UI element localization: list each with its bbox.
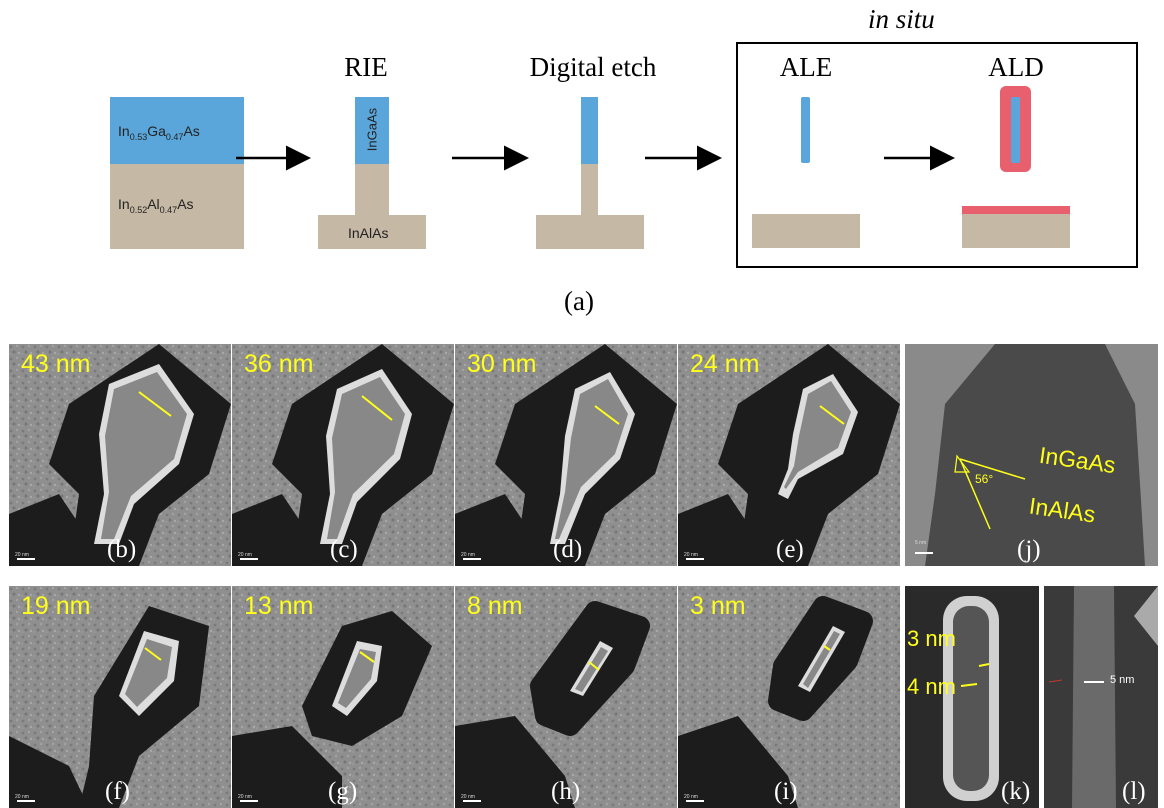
panel-d-size-label: 30 nm (467, 350, 537, 378)
panel-c-letter: (c) (330, 536, 358, 563)
tem-panel-h: 8 nm 20 nm (h) (455, 586, 677, 808)
panel-k-label-top: 3 nm (907, 626, 956, 651)
in-situ-label: in situ (868, 4, 935, 34)
inalas-layer (110, 164, 244, 249)
panel-c-scale-text: 20 nm (238, 552, 252, 558)
panel-f-letter: (f) (105, 778, 130, 805)
panel-h-scale-text: 20 nm (461, 794, 475, 800)
tem-panel-j: InGaAs InAlAs 56° 5 nm (j) (905, 344, 1158, 566)
panel-c-scale-bar (240, 558, 258, 560)
panel-d-scale-text: 20 nm (461, 552, 475, 558)
panel-f-size-label: 19 nm (21, 592, 91, 620)
inalas-layer-label: In0.52Al0.47As (118, 196, 194, 215)
step-label-digital-etch: Digital etch (529, 52, 657, 82)
panel-b-scale-bar (17, 558, 35, 560)
tem-panel-f: 19 nm 20 nm (f) (9, 586, 231, 808)
tem-panel-g: 13 nm 20 nm (g) (232, 586, 454, 808)
rie-fin-label: InGaAs (364, 107, 380, 152)
ale-base (752, 214, 860, 248)
ale-fin (801, 97, 810, 163)
panel-h-letter: (h) (551, 778, 581, 805)
panel-b-size-label: 43 nm (21, 350, 91, 378)
panel-k-label-bottom: 4 nm (907, 674, 956, 699)
panel-l-label: 5 nm (1110, 674, 1135, 686)
panel-b-letter: (b) (107, 536, 137, 563)
rie-fin-inalas (355, 164, 389, 216)
digital-etch-fin-inalas (581, 164, 598, 216)
tem-panel-i: 3 nm 20 nm (i) (678, 586, 900, 808)
panel-g-scale-text: 20 nm (238, 794, 252, 800)
panel-j-letter: (j) (1017, 536, 1041, 563)
schematic-caption: (a) (564, 286, 594, 316)
step-label-ald: ALD (988, 52, 1044, 82)
tem-panel-e: 24 nm 20 nm (e) (678, 344, 900, 566)
panel-j-scale-text: 5 nm (915, 540, 927, 546)
panel-e-scale-text: 20 nm (684, 552, 698, 558)
panel-f-scale-bar (17, 800, 35, 802)
digital-etch-base (536, 215, 644, 249)
panel-g-scale-bar (240, 800, 258, 802)
panel-g-letter: (g) (328, 778, 358, 805)
step-label-rie: RIE (344, 52, 388, 82)
panel-e-scale-bar (686, 558, 704, 560)
panel-e-size-label: 24 nm (690, 350, 760, 378)
rie-fin-ingaas (355, 97, 389, 164)
rie-base-label: InAlAs (348, 225, 389, 241)
step-label-ale: ALE (779, 52, 833, 82)
panel-i-size-label: 3 nm (690, 592, 746, 620)
panel-h-size-label: 8 nm (467, 592, 523, 620)
panel-i-scale-text: 20 nm (684, 794, 698, 800)
panel-b-scale-text: 20 nm (15, 552, 29, 558)
tem-panel-k: 3 nm 4 nm (k) (905, 586, 1039, 808)
tem-panel-d: 30 nm 20 nm (d) (455, 344, 677, 566)
panel-l-letter: (l) (1122, 778, 1146, 805)
panel-j-angle-label: 56° (975, 472, 994, 486)
panel-g-size-label: 13 nm (244, 592, 314, 620)
ald-fin (1011, 97, 1020, 163)
panel-d-scale-bar (463, 558, 481, 560)
tem-panel-b: 43 nm 20 nm (b) (9, 344, 231, 566)
panel-e-letter: (e) (776, 536, 804, 563)
panel-i-letter: (i) (774, 778, 798, 805)
in-situ-box (736, 42, 1138, 268)
panel-d-letter: (d) (553, 536, 583, 563)
tem-panel-l: 5 nm (l) (1044, 586, 1158, 808)
tem-panel-c: 36 nm 20 nm (c) (232, 344, 454, 566)
panel-f-scale-text: 20 nm (15, 794, 29, 800)
panel-i-scale-bar (686, 800, 704, 802)
rie-base (318, 215, 426, 249)
panel-h-scale-bar (463, 800, 481, 802)
panel-k-letter: (k) (1001, 778, 1031, 805)
ingaas-layer-label: In0.53Ga0.47As (118, 123, 200, 142)
panel-c-size-label: 36 nm (244, 350, 314, 378)
ald-oxide-layer (962, 206, 1070, 214)
process-arrows (236, 145, 955, 171)
ingaas-layer (110, 97, 244, 164)
ald-base (962, 214, 1070, 248)
digital-etch-fin-ingaas (581, 97, 598, 164)
